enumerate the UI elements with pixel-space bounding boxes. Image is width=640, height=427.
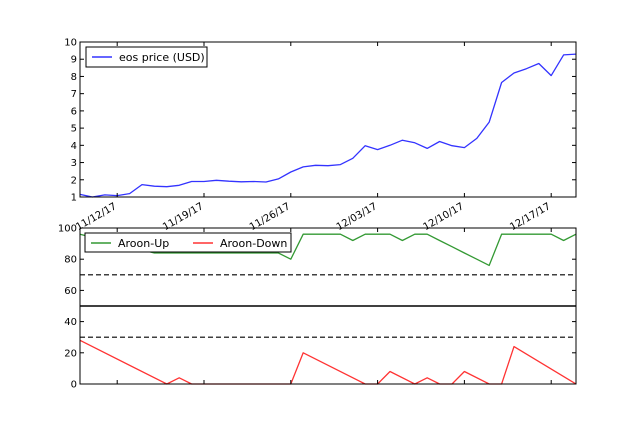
price-y-tick-label: 3 [71,158,77,169]
price-y-tick-label: 5 [71,124,77,135]
price-legend: eos price (USD) [85,46,208,68]
price-y-tick-label: 10 [64,38,77,49]
price-y-tick-label: 2 [71,175,77,186]
price-legend-box [85,46,208,68]
price-y-tick-label: 1 [71,193,77,204]
price-y-axis: 1 2 3 4 5 6 7 8 9 10 [64,38,576,204]
aroon-series-group [79,233,577,385]
price-y-tick-label: 7 [71,89,77,100]
legend-label-eos-price: eos price (USD) [119,51,205,64]
aroon-panel-frame [79,227,577,385]
aroon-y-axis: 0 20 40 60 80 100 [58,224,576,391]
price-x-axis: 11/12/17 11/19/17 11/26/17 12/03/17 12/10/17… [74,42,553,233]
price-y-tick-label: 4 [71,141,77,152]
aroon-legend: Aroon-Up Aroon-Down [84,232,292,253]
legend-label-aroon-up: Aroon-Up [118,237,169,250]
price-series-group [79,53,577,198]
aroon-y-tick-label: 80 [64,255,77,266]
aroon-y-tick-label: 20 [64,348,77,359]
series-line-aroon-up [79,233,577,267]
legend-label-aroon-down: Aroon-Down [220,237,287,250]
aroon-panel: 0 20 40 60 80 100 Aroon-Up Aroon-Down [58,224,577,391]
series-line-aroon-down [79,339,577,385]
aroon-y-tick-label: 40 [64,317,77,328]
aroon-y-tick-label: 0 [71,380,77,391]
aroon-y-tick-label: 100 [58,224,77,235]
aroon-y-tick-label: 60 [64,286,77,297]
aroon-x-axis [116,228,552,384]
price-y-tick-label: 8 [71,72,77,83]
aroon-legend-box [84,232,292,253]
price-y-tick-label: 9 [71,55,77,66]
price-panel-frame [79,41,577,198]
price-y-tick-label: 6 [71,106,77,117]
aroon-reference-lines [80,274,576,338]
series-line-eos-price [79,53,577,198]
